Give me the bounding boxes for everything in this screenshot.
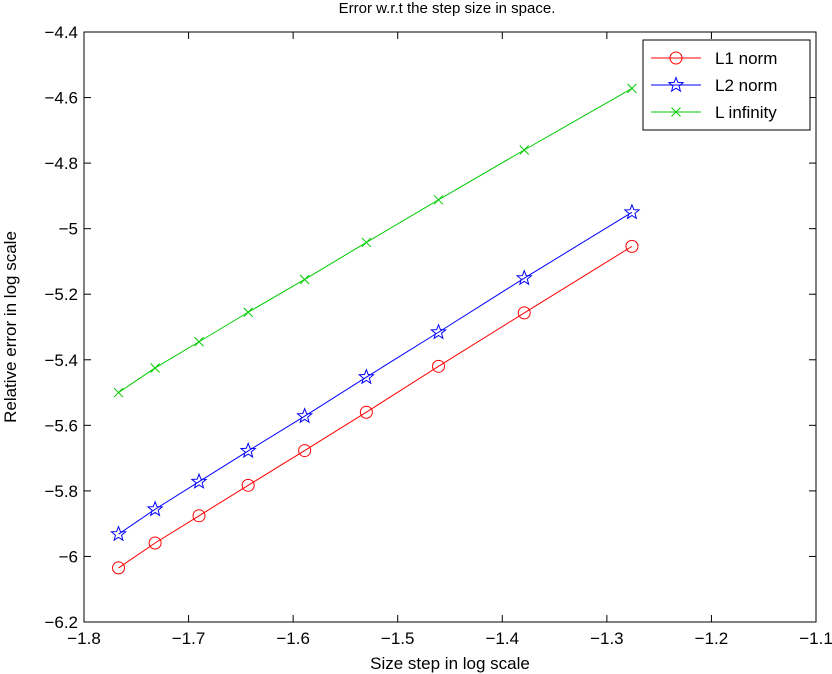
y-tick-label: −5.2 — [44, 285, 78, 304]
data-point-2-7 — [519, 145, 530, 155]
legend-marker — [669, 51, 683, 65]
y-tick-label: −5.8 — [44, 482, 78, 501]
data-point-0-8 — [625, 239, 639, 253]
data-point-2-1 — [150, 363, 160, 373]
data-point-2-2 — [194, 336, 204, 347]
data-point-0-1 — [148, 536, 162, 550]
y-tick-label: −4.8 — [44, 154, 78, 173]
y-tick-label: −4.6 — [44, 89, 78, 108]
data-point-2-8 — [627, 83, 637, 94]
data-point-2-5 — [361, 237, 372, 248]
data-point-2-0 — [113, 387, 124, 398]
data-point-2-6 — [433, 194, 444, 205]
x-tick-label: −1.3 — [590, 629, 624, 648]
data-point-1-8 — [623, 203, 641, 220]
y-tick-label: −5 — [59, 220, 78, 239]
data-point-0-6 — [431, 359, 445, 373]
axis-ticks: −1.8 −1.7 −1.6 −1.5 −1.4 −1.3 −1.2 −1.1 −6.2 −6 −5… — [44, 23, 832, 648]
legend: L1 norm L2 norm L infinity — [642, 39, 811, 131]
x-tick-label: −1.2 — [695, 629, 729, 648]
y-tick-label: −6.2 — [44, 613, 78, 632]
legend-label: L1 norm — [715, 49, 777, 68]
data-point-0-0 — [112, 561, 126, 575]
data-point-0-7 — [517, 306, 531, 320]
data-point-0-3 — [241, 478, 255, 492]
data-point-1-3 — [239, 442, 257, 459]
data-point-0-2 — [192, 509, 206, 523]
data-point-1-7 — [515, 269, 533, 286]
chart-title: Error w.r.t the step size in space. — [339, 0, 556, 17]
data-point-1-5 — [357, 368, 375, 385]
x-tick-label: −1.5 — [381, 629, 415, 648]
data-point-2-3 — [243, 307, 254, 318]
legend-marker — [667, 76, 685, 93]
x-axis-label: Size step in log scale — [370, 654, 530, 673]
legend-label: L infinity — [715, 103, 777, 122]
data-point-1-6 — [430, 323, 447, 340]
series-group — [110, 83, 641, 575]
data-point-0-5 — [359, 405, 373, 419]
data-point-2-4 — [299, 274, 310, 285]
y-tick-label: −5.4 — [44, 351, 78, 370]
x-tick-label: −1.7 — [172, 629, 206, 648]
x-tick-label: −1.6 — [276, 629, 310, 648]
series-line-0 — [118, 245, 633, 569]
x-tick-label: −1.8 — [67, 629, 101, 648]
data-point-1-1 — [146, 500, 164, 517]
y-tick-label: −6 — [59, 547, 78, 566]
y-axis-label: Relative error in log scale — [1, 231, 20, 423]
data-point-1-4 — [296, 407, 314, 424]
y-tick-label: −5.6 — [44, 416, 78, 435]
y-tick-label: −4.4 — [44, 23, 78, 42]
legend-marker — [671, 107, 681, 117]
series-line-1 — [118, 211, 633, 535]
x-tick-label: −1.4 — [486, 629, 520, 648]
x-tick-label: −1.1 — [799, 629, 832, 648]
data-point-1-0 — [110, 525, 127, 542]
legend-label: L2 norm — [715, 76, 777, 95]
data-point-1-2 — [190, 472, 208, 489]
data-point-0-4 — [298, 444, 312, 458]
